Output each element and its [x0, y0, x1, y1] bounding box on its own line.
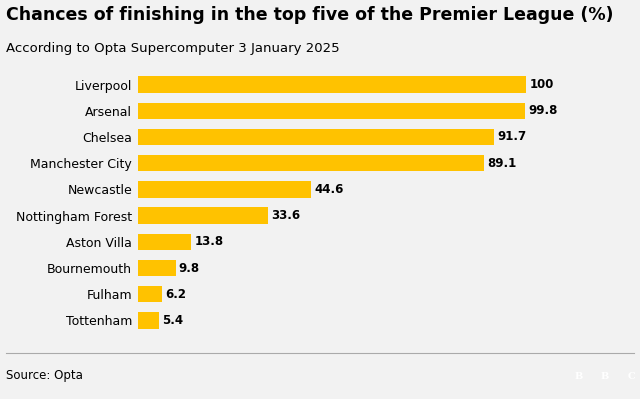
- Text: 5.4: 5.4: [162, 314, 183, 327]
- Text: 99.8: 99.8: [529, 104, 558, 117]
- Text: 91.7: 91.7: [497, 130, 526, 144]
- Text: 44.6: 44.6: [314, 183, 344, 196]
- Text: B: B: [601, 371, 609, 381]
- Bar: [138, 181, 311, 198]
- Text: Chances of finishing in the top five of the Premier League (%): Chances of finishing in the top five of …: [6, 6, 614, 24]
- Bar: [138, 312, 159, 328]
- Text: C: C: [627, 371, 635, 381]
- Text: 6.2: 6.2: [165, 288, 186, 301]
- Bar: [138, 207, 268, 224]
- Bar: [138, 155, 484, 171]
- Text: 100: 100: [529, 78, 554, 91]
- Bar: [138, 234, 191, 250]
- Text: Source: Opta: Source: Opta: [6, 369, 83, 381]
- Text: 89.1: 89.1: [487, 157, 516, 170]
- Bar: [138, 129, 494, 145]
- Bar: [138, 260, 175, 276]
- Bar: [138, 286, 162, 302]
- Bar: [138, 103, 525, 119]
- Text: 33.6: 33.6: [271, 209, 300, 222]
- Text: 13.8: 13.8: [195, 235, 223, 248]
- Text: 9.8: 9.8: [179, 261, 200, 275]
- Bar: [138, 77, 526, 93]
- Text: According to Opta Supercomputer 3 January 2025: According to Opta Supercomputer 3 Januar…: [6, 42, 340, 55]
- Text: B: B: [575, 371, 582, 381]
